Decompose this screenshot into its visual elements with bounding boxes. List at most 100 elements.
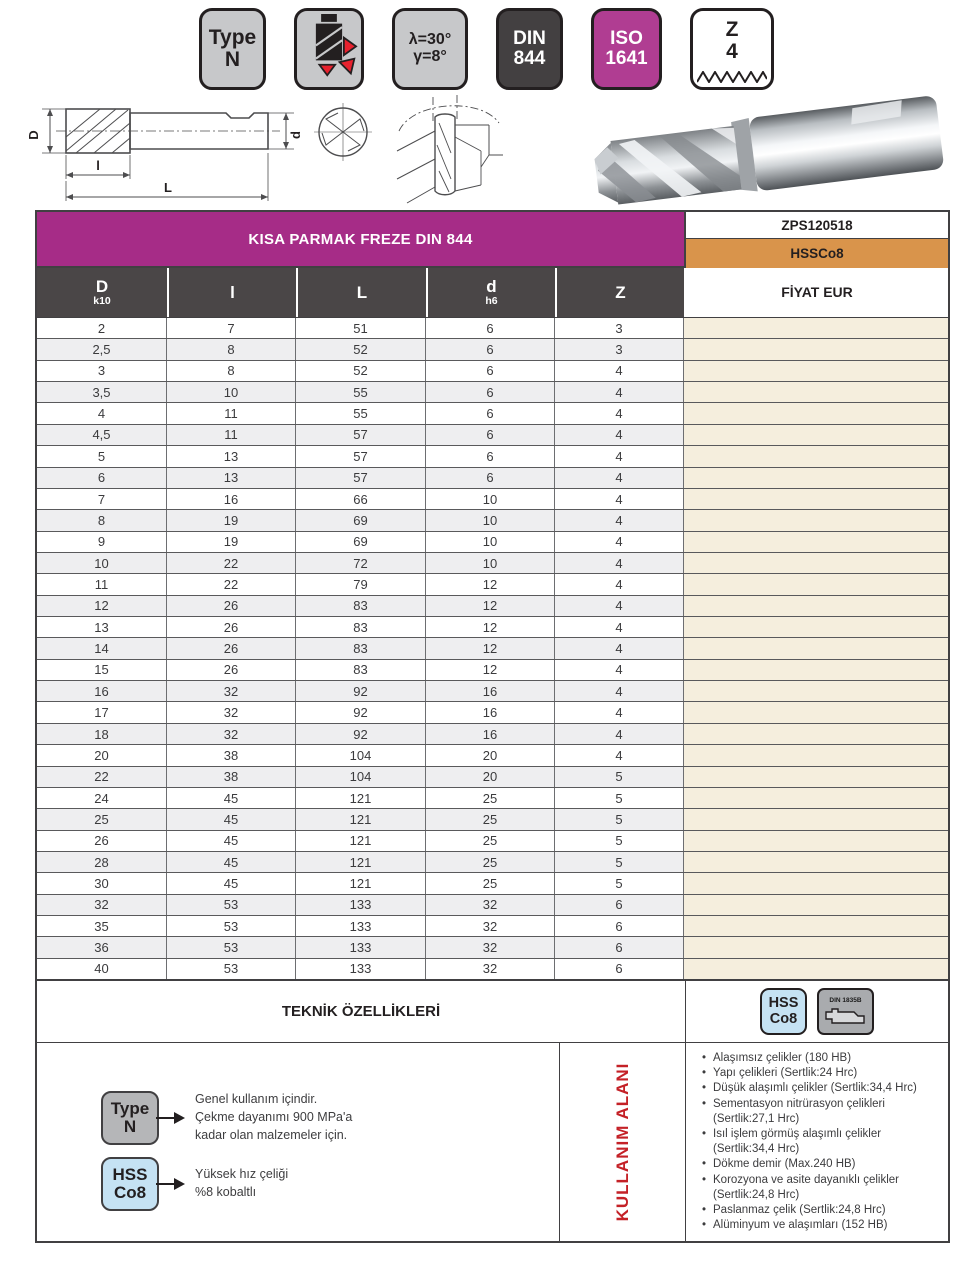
cell-Z: 6 (555, 937, 684, 958)
hss-co8-badge-small: HSS Co8 (101, 1157, 159, 1211)
tech-badges: HSS Co8 DIN 1835B (686, 981, 948, 1042)
usage-list-item: Dökme demir (Max.240 HB) (702, 1157, 940, 1172)
cell-Z: 6 (555, 916, 684, 937)
cell-Z: 4 (555, 446, 684, 467)
cell-d: 10 (426, 552, 555, 574)
cell-l: 45 (167, 787, 296, 809)
cell-L: 121 (296, 787, 426, 809)
hss-co8-badge: HSS Co8 (760, 988, 807, 1035)
cell-L: 57 (296, 424, 426, 446)
cell-d: 6 (426, 467, 555, 488)
table-row: 3 8 52 6 4 (37, 359, 948, 382)
usage-list-item: Alaşımsız çelikler (180 HB) (702, 1051, 940, 1066)
col-label: L (356, 282, 368, 302)
cell-l: 38 (167, 745, 296, 766)
table-row: 30 45 121 25 5 (37, 872, 948, 894)
table-row: 40 53 133 32 6 (37, 957, 948, 980)
cell-D: 2 (37, 318, 167, 339)
header-badges: Type N λ=30° γ=8° DIN 844 ISO 1641 (199, 8, 774, 90)
cell-price (684, 659, 948, 681)
cell-Z: 4 (555, 702, 684, 723)
din-1835b-badge: DIN 1835B (817, 988, 874, 1035)
cell-price (684, 894, 948, 916)
cutter-chips-glyph (315, 14, 358, 77)
type-n-line1: Type (208, 25, 257, 49)
table-row: 24 45 121 25 5 (37, 786, 948, 809)
cell-D: 3,5 (37, 382, 167, 403)
col-tolerance: k10 (93, 294, 111, 307)
cell-l: 32 (167, 702, 296, 723)
legend-panel: Type N Genel kullanım içindir. Çekme day… (37, 1043, 560, 1241)
hss-co8-legend: HSS Co8 Yüksek hız çeliği %8 kobaltlı (101, 1157, 559, 1211)
table-row: 15 26 83 12 4 (37, 658, 948, 681)
type-n-description: Genel kullanım içindir. Çekme dayanımı 9… (195, 1092, 353, 1142)
cell-l: 26 (167, 595, 296, 617)
cell-L: 55 (296, 403, 426, 424)
cell-d: 25 (426, 851, 555, 873)
cell-L: 104 (296, 745, 426, 766)
cell-price (684, 830, 948, 851)
z-label: Z (725, 18, 739, 41)
table-row: 4 11 55 6 4 (37, 402, 948, 424)
cell-price (684, 360, 948, 382)
cell-price (684, 723, 948, 745)
table-row: 25 45 121 25 5 (37, 808, 948, 830)
column-headers: D k10 l L d h6 Z FİYAT EUR (35, 268, 950, 318)
type-n-legend: Type N Genel kullanım içindir. Çekme day… (101, 1091, 559, 1145)
cell-l: 26 (167, 617, 296, 638)
cell-price (684, 617, 948, 638)
cell-l: 8 (167, 339, 296, 360)
helix-angle-label: λ=30° (408, 31, 452, 49)
cell-D: 30 (37, 873, 167, 894)
cell-price (684, 937, 948, 958)
cell-l: 22 (167, 574, 296, 595)
cell-price (684, 467, 948, 488)
table-row: 3,5 10 55 6 4 (37, 381, 948, 403)
usage-item-text: Alaşımsız çelikler (180 HB) (713, 1052, 852, 1064)
cell-price (684, 916, 948, 937)
cell-l: 45 (167, 873, 296, 894)
cell-d: 25 (426, 873, 555, 894)
cell-price (684, 766, 948, 787)
cell-D: 12 (37, 595, 167, 617)
cell-d: 6 (426, 382, 555, 403)
table-row: 32 53 133 32 6 (37, 893, 948, 916)
table-row: 14 26 83 12 4 (37, 637, 948, 659)
cell-D: 14 (37, 638, 167, 659)
cell-Z: 4 (555, 723, 684, 745)
cell-Z: 4 (555, 424, 684, 446)
cell-Z: 5 (555, 809, 684, 830)
cell-Z: 4 (555, 552, 684, 574)
flute-count-badge: Z 4 (690, 8, 774, 90)
din-line1: DIN (513, 28, 546, 50)
hss-line2: Co8 (113, 1183, 147, 1202)
cell-price (684, 424, 948, 446)
cell-D: 4,5 (37, 424, 167, 446)
shank-profile-icon (824, 1008, 865, 1024)
cell-d: 10 (426, 488, 555, 510)
cell-D: 16 (37, 681, 167, 702)
cell-d: 32 (426, 916, 555, 937)
cell-L: 133 (296, 916, 426, 937)
col-header-L: L (296, 268, 426, 317)
table-title: KISA PARMAK FREZE DIN 844 (35, 210, 684, 268)
cell-d: 6 (426, 403, 555, 424)
cell-d: 20 (426, 745, 555, 766)
cell-d: 20 (426, 766, 555, 787)
cell-l: 53 (167, 894, 296, 916)
cell-price (684, 681, 948, 702)
cell-D: 8 (37, 510, 167, 531)
cell-L: 83 (296, 617, 426, 638)
cell-D: 26 (37, 830, 167, 851)
table-row: 2 7 51 6 3 (37, 318, 948, 339)
cell-price (684, 702, 948, 723)
cell-Z: 5 (555, 787, 684, 809)
type-n-badge: Type N (199, 8, 266, 90)
cell-D: 6 (37, 467, 167, 488)
zigzag-icon (697, 71, 767, 83)
cell-L: 51 (296, 318, 426, 339)
cell-d: 10 (426, 510, 555, 531)
cell-L: 121 (296, 809, 426, 830)
cell-Z: 4 (555, 488, 684, 510)
